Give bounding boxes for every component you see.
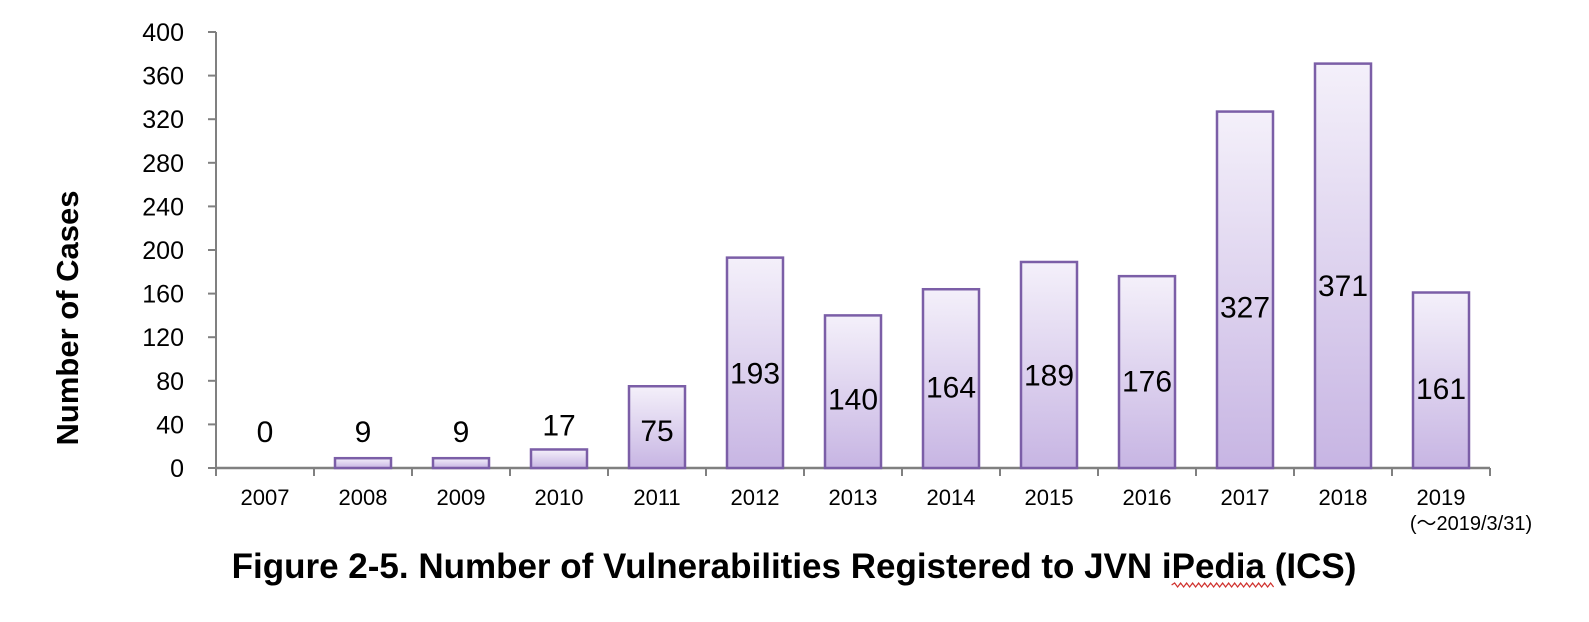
- y-tick-label: 240: [142, 193, 184, 221]
- data-label: 140: [828, 383, 878, 416]
- data-label: 0: [257, 416, 274, 449]
- data-labels: 0 9 9 17 75 193 140 164 189 176 327 371 161: [257, 270, 1466, 449]
- data-label: 164: [926, 372, 976, 405]
- bar-2011: [627, 385, 687, 470]
- x-tick-label: 2013: [829, 485, 878, 510]
- y-axis: 0 40 80 120 160 200 240 280 320 360 400: [142, 19, 217, 483]
- x-tick-label: 2014: [927, 485, 976, 510]
- x-tick-label: 2017: [1221, 485, 1270, 510]
- y-tick-label: 0: [170, 455, 184, 483]
- data-label: 193: [730, 357, 780, 390]
- y-tick-label: 80: [156, 368, 184, 396]
- data-label: 176: [1122, 366, 1172, 399]
- bar-2015: [1019, 260, 1079, 470]
- data-label: 161: [1416, 373, 1466, 406]
- y-tick-label: 320: [142, 106, 184, 134]
- data-label: 327: [1220, 292, 1270, 325]
- y-axis-label: Number of Cases: [50, 191, 85, 446]
- data-label: 189: [1024, 359, 1074, 392]
- y-tick-label: 120: [142, 324, 184, 352]
- x-tick-label: 2007: [241, 485, 290, 510]
- x-tick-label: 2019: [1417, 485, 1466, 510]
- bars: [333, 62, 1471, 470]
- bar-2017: [1215, 110, 1275, 470]
- x-tick-label: 2009: [437, 485, 486, 510]
- bar-2018: [1313, 62, 1373, 470]
- data-label: 9: [453, 416, 470, 449]
- bar-2012: [725, 256, 785, 470]
- y-tick-label: 40: [156, 411, 184, 439]
- y-tick-label: 200: [142, 237, 184, 265]
- bar-2016: [1117, 274, 1177, 470]
- bar-2013: [823, 314, 883, 470]
- x-tick-label: 2015: [1025, 485, 1074, 510]
- x-tick-label: 2008: [339, 485, 388, 510]
- data-label: 17: [542, 409, 575, 442]
- x-tick-label: 2018: [1319, 485, 1368, 510]
- y-tick-label: 280: [142, 150, 184, 178]
- x-tick-label: 2010: [535, 485, 584, 510]
- bar-2010: [529, 448, 589, 470]
- data-label: 371: [1318, 270, 1368, 303]
- data-label: 75: [640, 415, 673, 448]
- chart-title: Figure 2-5. Number of Vulnerabilities Re…: [232, 547, 1357, 586]
- x-tick-label: 2011: [633, 485, 680, 510]
- bar-2014: [921, 287, 981, 470]
- x-tick-note: (～2019/3/31): [1410, 513, 1532, 535]
- data-label: 9: [355, 416, 372, 449]
- spellcheck-underline: [1171, 582, 1275, 588]
- bar-2009: [431, 456, 491, 470]
- x-tick-labels: 2007 2008 2009 2010 2011 2012 2013 2014 2015 2016…: [241, 485, 1533, 535]
- y-tick-label: 160: [142, 281, 184, 309]
- x-tick-label: 2012: [731, 485, 780, 510]
- bar-2019: [1411, 291, 1471, 470]
- x-tick-label: 2016: [1123, 485, 1172, 510]
- bar-2008: [333, 456, 393, 470]
- y-tick-label: 360: [142, 63, 184, 91]
- y-tick-label: 400: [142, 19, 184, 47]
